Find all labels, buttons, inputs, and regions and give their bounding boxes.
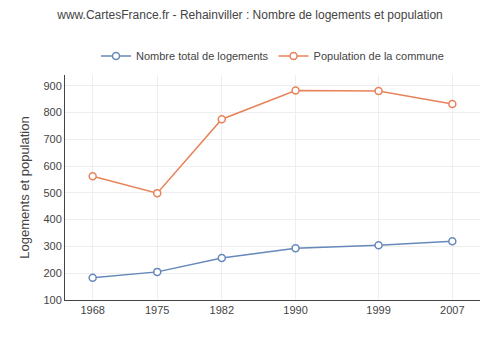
svg-text:100: 100 bbox=[43, 294, 61, 306]
svg-text:600: 600 bbox=[43, 160, 61, 172]
svg-text:900: 900 bbox=[43, 80, 61, 92]
svg-text:700: 700 bbox=[43, 133, 61, 145]
svg-text:400: 400 bbox=[43, 213, 61, 225]
svg-text:Population de la commune: Population de la commune bbox=[314, 50, 444, 62]
svg-text:www.CartesFrance.fr - Rehainvi: www.CartesFrance.fr - Rehainviller : Nom… bbox=[56, 8, 443, 22]
svg-text:300: 300 bbox=[43, 240, 61, 252]
svg-text:1990: 1990 bbox=[283, 304, 307, 316]
svg-text:Logements et population: Logements et population bbox=[17, 116, 32, 258]
svg-text:1968: 1968 bbox=[80, 304, 104, 316]
svg-text:Nombre total de logements: Nombre total de logements bbox=[136, 50, 269, 62]
svg-text:500: 500 bbox=[43, 187, 61, 199]
svg-text:1975: 1975 bbox=[145, 304, 169, 316]
svg-text:1982: 1982 bbox=[210, 304, 234, 316]
svg-text:200: 200 bbox=[43, 267, 61, 279]
svg-text:1999: 1999 bbox=[366, 304, 390, 316]
svg-text:2007: 2007 bbox=[440, 304, 464, 316]
svg-text:800: 800 bbox=[43, 106, 61, 118]
